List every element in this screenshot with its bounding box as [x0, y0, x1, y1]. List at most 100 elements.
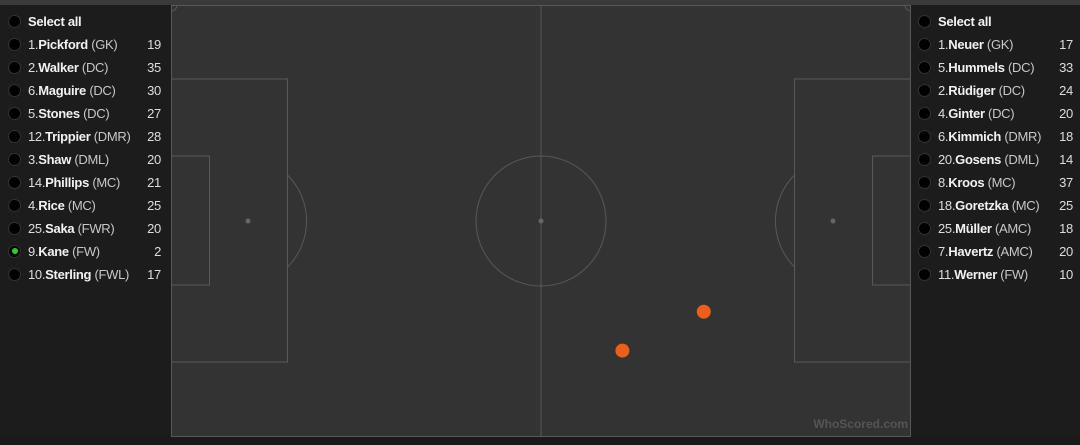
- radio-button[interactable]: [918, 198, 931, 212]
- player-number: 6.: [28, 82, 39, 98]
- player-position: (MC): [987, 174, 1016, 190]
- radio-button[interactable]: [918, 83, 931, 97]
- select-all-option[interactable]: Select all: [911, 10, 1080, 32]
- player-item[interactable]: 25 4.Rice (MC): [0, 194, 171, 216]
- player-item[interactable]: 20 4.Ginter (DC): [911, 102, 1080, 124]
- player-label: 4.Ginter (DC): [938, 105, 1015, 121]
- player-count: 14: [1059, 151, 1073, 167]
- player-number: 18.: [938, 197, 956, 213]
- radio-button[interactable]: [8, 221, 21, 235]
- right-penalty-box: [794, 78, 911, 363]
- radio-button[interactable]: [918, 37, 931, 51]
- event-marker[interactable]: [696, 304, 711, 319]
- radio-button[interactable]: [8, 37, 21, 51]
- radio-button[interactable]: [8, 152, 21, 166]
- player-name: Shaw: [38, 151, 72, 167]
- select-all-label: Select all: [28, 13, 82, 29]
- event-marker[interactable]: [615, 343, 630, 358]
- player-item[interactable]: 20 3.Shaw (DML): [0, 148, 171, 170]
- player-position: (AMC): [996, 243, 1033, 259]
- radio-button[interactable]: [8, 175, 21, 189]
- player-item[interactable]: 10 11.Werner (FW): [911, 263, 1080, 285]
- player-count: 18: [1059, 220, 1073, 236]
- player-count: 20: [1059, 105, 1073, 121]
- radio-button[interactable]: [8, 129, 21, 143]
- player-name: Goretzka: [955, 197, 1009, 213]
- player-position: (DC): [81, 59, 109, 75]
- radio-button[interactable]: [918, 60, 931, 74]
- radio-button[interactable]: [8, 14, 21, 28]
- player-label: 7.Havertz (AMC): [938, 243, 1033, 259]
- radio-button[interactable]: [8, 244, 21, 258]
- radio-button[interactable]: [918, 267, 931, 281]
- player-item[interactable]: 17 10.Sterling (FWL): [0, 263, 171, 285]
- player-position: (GK): [91, 36, 118, 52]
- radio-button[interactable]: [8, 106, 21, 120]
- player-item[interactable]: 20 7.Havertz (AMC): [911, 240, 1080, 262]
- player-name: Stones: [38, 105, 80, 121]
- player-label: 4.Rice (MC): [28, 198, 96, 213]
- player-item[interactable]: 14 20.Gosens (DML): [911, 148, 1080, 170]
- player-name: Neuer: [948, 36, 984, 52]
- player-position: (DMR): [93, 128, 131, 144]
- player-count: 33: [1059, 59, 1073, 75]
- player-count: 18: [1059, 128, 1073, 144]
- select-all-option[interactable]: Select all: [0, 10, 171, 32]
- radio-button[interactable]: [918, 175, 931, 189]
- player-number: 8.: [938, 174, 949, 190]
- radio-button[interactable]: [8, 60, 21, 74]
- right-penalty-spot: [830, 218, 836, 224]
- left-penalty-arc: [287, 174, 308, 268]
- radio-button[interactable]: [918, 221, 931, 235]
- center-circle: [475, 155, 607, 287]
- player-name: Rüdiger: [948, 82, 996, 98]
- player-item[interactable]: 35 2.Walker (DC): [0, 56, 171, 78]
- player-label: 25.Saka (FWR): [28, 221, 115, 236]
- player-label: 1.Pickford (GK): [28, 36, 118, 52]
- player-item[interactable]: 17 1.Neuer (GK): [911, 33, 1080, 55]
- player-item[interactable]: 25 18.Goretzka (MC): [911, 194, 1080, 216]
- bottom-bar: [0, 437, 1080, 445]
- right-team-player-list: [911, 5, 1080, 437]
- radio-button[interactable]: [8, 198, 21, 212]
- player-count: 37: [1059, 174, 1073, 190]
- whoscored-watermark: WhoScored.com: [813, 417, 908, 431]
- radio-button[interactable]: [918, 152, 931, 166]
- player-item[interactable]: 18 25.Müller (AMC): [911, 217, 1080, 239]
- player-item[interactable]: 28 12.Trippier (DMR): [0, 125, 171, 147]
- player-item[interactable]: 18 6.Kimmich (DMR): [911, 125, 1080, 147]
- radio-button[interactable]: [8, 83, 21, 97]
- player-item[interactable]: 33 5.Hummels (DC): [911, 56, 1080, 78]
- player-label: 6.Maguire (DC): [28, 83, 116, 98]
- player-number: 4.: [938, 105, 949, 121]
- left-team-player-list: [0, 5, 171, 437]
- player-item[interactable]: 19 1.Pickford (GK): [0, 33, 171, 55]
- left-penalty-box: [171, 78, 288, 363]
- player-count: 19: [147, 36, 161, 52]
- player-position: (AMC): [994, 220, 1032, 236]
- select-all-text: Select all: [28, 13, 82, 29]
- radio-button[interactable]: [918, 244, 931, 258]
- player-item[interactable]: 27 5.Stones (DC): [0, 102, 171, 124]
- player-item[interactable]: 37 8.Kroos (MC): [911, 171, 1080, 193]
- player-number: 20.: [938, 151, 956, 167]
- player-item[interactable]: 30 6.Maguire (DC): [0, 79, 171, 101]
- player-count: 27: [147, 105, 161, 121]
- radio-button[interactable]: [918, 129, 931, 143]
- player-item[interactable]: 20 25.Saka (FWR): [0, 217, 171, 239]
- player-name: Hummels: [948, 59, 1005, 75]
- player-number: 3.: [28, 151, 39, 167]
- player-item[interactable]: 21 14.Phillips (MC): [0, 171, 171, 193]
- radio-button[interactable]: [8, 267, 21, 281]
- select-all-label: Select all: [938, 14, 992, 29]
- radio-button[interactable]: [918, 14, 931, 28]
- radio-button[interactable]: [918, 106, 931, 120]
- player-label: 5.Hummels (DC): [938, 59, 1035, 75]
- right-penalty-arc: [774, 174, 795, 268]
- player-position: (DC): [998, 82, 1026, 98]
- player-label: 18.Goretzka (MC): [938, 197, 1040, 213]
- player-label: 25.Müller (AMC): [938, 221, 1031, 236]
- player-count: 30: [147, 82, 161, 98]
- player-item[interactable]: 24 2.Rüdiger (DC): [911, 79, 1080, 101]
- player-item[interactable]: 2 9.Kane (FW): [0, 240, 171, 262]
